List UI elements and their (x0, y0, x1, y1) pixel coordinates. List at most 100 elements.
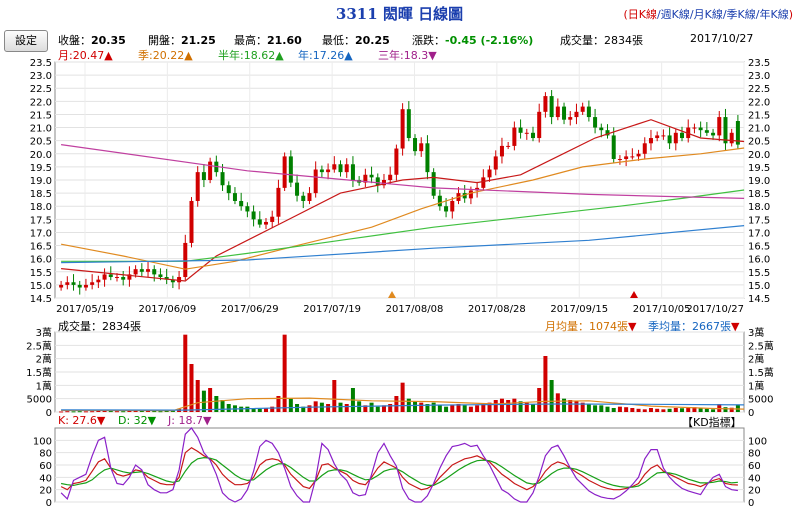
volume-bar (642, 409, 647, 412)
period-link-yearly[interactable]: 年K線 (759, 8, 789, 21)
volume-bar (512, 398, 517, 412)
open-label: 開盤： (148, 34, 181, 47)
candle-body (617, 159, 622, 161)
volume-y-tick-left: 0 (46, 408, 52, 419)
candle-body (301, 195, 306, 201)
volume-bar (487, 402, 492, 412)
volume-bar (549, 380, 554, 412)
price-x-tick-label: 2017/10/05 (633, 304, 691, 315)
volume-bar (506, 400, 511, 412)
candle-body (313, 169, 318, 194)
ma-half-arrow: ▲ (275, 49, 284, 62)
volume-bar (673, 408, 678, 412)
candle-body (90, 282, 95, 285)
volume-bar (152, 411, 157, 413)
ma-line-季 (60, 147, 745, 270)
price-y-tick-right: 15.0 (748, 281, 770, 292)
candle-body (630, 156, 635, 158)
volume-bar (394, 396, 399, 412)
ma-legend-3year: 三年:18.3▼ (378, 47, 437, 63)
candle-body (121, 277, 126, 280)
period-link-weekly[interactable]: 週K線 (660, 8, 690, 21)
open-value: 21.25 (181, 34, 216, 47)
volume-bar (363, 405, 368, 412)
candle-body (723, 117, 728, 144)
candle-body (431, 172, 436, 196)
candle-body (139, 269, 144, 272)
price-y-tick-right: 16.0 (748, 255, 770, 266)
candle-body (208, 161, 213, 180)
quote-close: 收盤：20.35 (58, 32, 126, 48)
settings-button[interactable]: 設定 (4, 30, 48, 52)
candle-body (239, 200, 244, 207)
kd-indicator-badge[interactable]: 【KD指標】 (682, 416, 742, 429)
candle-body (307, 193, 312, 201)
kd-k-arrow: ▼ (96, 414, 106, 427)
kd-d-label: D: 32 (118, 414, 148, 427)
candle-body (276, 187, 281, 217)
kd-y-tick-right: 100 (748, 436, 767, 447)
price-y-tick-right: 18.0 (748, 202, 770, 213)
volume-bar (400, 382, 405, 412)
candle-body (127, 274, 132, 280)
volume-bar (164, 410, 169, 412)
low-label: 最低： (322, 34, 355, 47)
kd-y-tick-right: 20 (748, 486, 761, 497)
candle-body (232, 193, 237, 201)
volume-bar (537, 388, 542, 412)
candle-body (537, 111, 542, 139)
candle-body (717, 117, 722, 136)
candle-body (711, 132, 716, 136)
price-y-tick-left: 15.5 (30, 268, 52, 279)
candle-body (624, 156, 629, 160)
volume-bar (686, 407, 691, 412)
price-y-tick-right: 22.5 (748, 84, 770, 95)
candle-body (189, 200, 194, 243)
price-x-tick-label: 2017/05/19 (56, 304, 114, 315)
volume-bar (456, 404, 461, 412)
volume-bar (381, 405, 386, 412)
volume-bar (388, 404, 393, 412)
price-y-tick-left: 19.5 (30, 163, 52, 174)
candle-body (543, 96, 548, 112)
candle-body (133, 269, 138, 275)
period-link-monthly[interactable]: 月K線 (693, 8, 723, 21)
high-label: 最高： (234, 34, 267, 47)
period-link-daily[interactable]: 日K線 (627, 8, 657, 21)
kd-legend-j: J: 18.7▼ (168, 414, 211, 427)
volume-bar (624, 407, 629, 412)
ma-3year-arrow: ▼ (428, 49, 437, 62)
candle-body (555, 106, 560, 118)
ma-3year-label: 三年:18.3 (378, 49, 429, 62)
volume-bar (636, 408, 641, 412)
kd-y-tick-left: 20 (39, 486, 52, 497)
change-label: 漲跌： (412, 34, 445, 47)
price-x-tick-label: 2017/07/19 (303, 304, 361, 315)
vol-quarter-label: 季均量：2667張 (648, 320, 731, 333)
kd-y-tick-right: 40 (748, 473, 761, 484)
price-y-tick-right: 20.0 (748, 150, 770, 161)
candle-body (338, 164, 343, 173)
candle-body (437, 195, 442, 207)
quote-low: 最低：20.25 (322, 32, 390, 48)
period-link-quarterly[interactable]: 季K線 (726, 8, 756, 21)
ma-line-半年 (61, 189, 745, 262)
volume-bar (413, 401, 418, 412)
volume-bar (704, 408, 709, 412)
volume-bar (71, 411, 76, 413)
volume-avg-line-月均量 (61, 397, 745, 412)
candle-body (363, 174, 368, 183)
candle-body (413, 138, 418, 152)
candle-body (655, 135, 660, 139)
candle-body (468, 190, 473, 199)
period-close-paren: ) (788, 8, 793, 21)
candle-body (114, 277, 119, 279)
volume-bar (220, 400, 225, 412)
quote-change: 漲跌：-0.45 (-2.16%) (412, 32, 533, 48)
volume-bar (276, 396, 281, 412)
candle-body (487, 169, 492, 178)
volume-bar (468, 406, 473, 412)
volume-legend-quarter: 季均量：2667張▼ (648, 318, 739, 334)
volume-bar (121, 411, 126, 413)
volume-bar (170, 410, 175, 412)
